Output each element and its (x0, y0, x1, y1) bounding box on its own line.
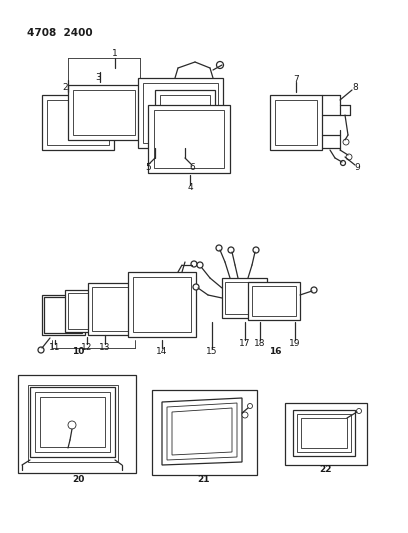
Text: 16: 16 (269, 348, 281, 357)
Circle shape (242, 412, 248, 418)
Polygon shape (252, 286, 296, 316)
Text: 22: 22 (320, 465, 332, 474)
Text: 7: 7 (293, 75, 299, 84)
Circle shape (193, 284, 199, 290)
Polygon shape (293, 410, 355, 456)
Polygon shape (275, 100, 317, 145)
Polygon shape (128, 272, 196, 337)
Polygon shape (155, 90, 215, 145)
Circle shape (38, 347, 44, 353)
Polygon shape (88, 283, 136, 335)
Text: 17: 17 (239, 340, 251, 349)
Polygon shape (148, 105, 230, 173)
Text: 8: 8 (352, 84, 358, 93)
Circle shape (357, 408, 361, 414)
Text: 15: 15 (206, 348, 218, 357)
Polygon shape (297, 414, 351, 452)
Polygon shape (138, 78, 223, 148)
Polygon shape (270, 95, 322, 150)
Text: 10: 10 (72, 348, 84, 357)
Text: 12: 12 (81, 343, 93, 352)
Text: 19: 19 (289, 340, 301, 349)
Polygon shape (285, 403, 367, 465)
Circle shape (253, 247, 259, 253)
Text: 6: 6 (189, 164, 195, 173)
Circle shape (216, 245, 222, 251)
Polygon shape (68, 85, 140, 140)
Polygon shape (162, 398, 242, 465)
Polygon shape (172, 408, 232, 455)
Polygon shape (40, 397, 105, 447)
Text: 20: 20 (72, 475, 84, 484)
Polygon shape (154, 110, 224, 168)
Polygon shape (143, 83, 218, 143)
Text: 4708  2400: 4708 2400 (27, 28, 93, 38)
Text: 5: 5 (145, 164, 151, 173)
Polygon shape (47, 100, 109, 145)
Polygon shape (42, 95, 114, 150)
Polygon shape (28, 385, 118, 462)
Polygon shape (42, 295, 85, 335)
Text: 4: 4 (187, 183, 193, 192)
Polygon shape (225, 282, 263, 314)
Circle shape (346, 154, 352, 160)
Polygon shape (133, 277, 191, 332)
Polygon shape (92, 287, 132, 331)
Circle shape (217, 61, 224, 69)
Polygon shape (301, 418, 347, 448)
Text: 21: 21 (198, 475, 210, 484)
Text: 1: 1 (112, 49, 118, 58)
Circle shape (248, 403, 253, 408)
Polygon shape (35, 392, 110, 452)
Circle shape (311, 287, 317, 293)
Text: 3: 3 (95, 74, 101, 83)
Circle shape (197, 262, 203, 268)
Polygon shape (152, 390, 257, 475)
Polygon shape (65, 290, 107, 332)
Circle shape (343, 139, 349, 145)
Text: 11: 11 (49, 343, 61, 352)
Polygon shape (222, 278, 267, 318)
Text: 18: 18 (254, 340, 266, 349)
Text: 2: 2 (62, 84, 68, 93)
Polygon shape (248, 282, 300, 320)
Circle shape (341, 160, 346, 166)
Circle shape (191, 261, 197, 267)
Polygon shape (68, 293, 104, 329)
Polygon shape (44, 297, 82, 333)
Polygon shape (167, 403, 237, 460)
Text: 9: 9 (354, 163, 360, 172)
Text: 14: 14 (156, 348, 168, 357)
Polygon shape (160, 95, 210, 140)
Polygon shape (73, 90, 135, 135)
Circle shape (68, 421, 76, 429)
Polygon shape (30, 387, 115, 457)
Polygon shape (18, 375, 136, 473)
Text: 13: 13 (99, 343, 111, 352)
Circle shape (228, 247, 234, 253)
